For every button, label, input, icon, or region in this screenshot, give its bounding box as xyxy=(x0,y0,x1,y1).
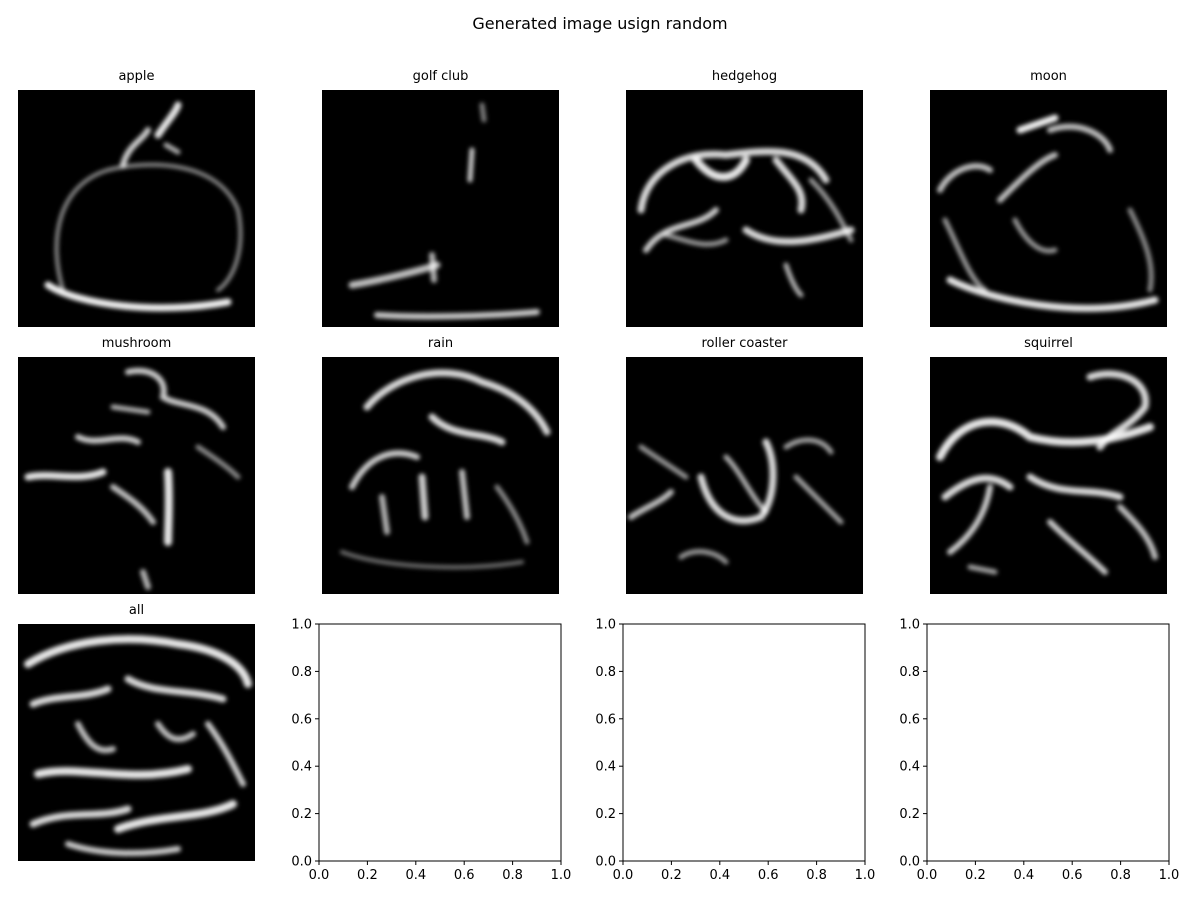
y-tick-label: 1.0 xyxy=(595,618,616,633)
panel-image-golf-club xyxy=(322,90,559,327)
y-tick-label: 0.0 xyxy=(595,855,616,870)
panel-title-mushroom: mushroom xyxy=(101,336,172,351)
x-tick-label: 1.0 xyxy=(551,868,572,883)
panel-image-mushroom xyxy=(18,357,255,594)
x-tick-label: 0.4 xyxy=(709,868,730,883)
y-tick-label: 0.0 xyxy=(291,855,312,870)
panel-title-squirrel: squirrel xyxy=(1024,336,1073,351)
x-tick-label: 0.0 xyxy=(613,868,634,883)
x-tick-label: 0.0 xyxy=(309,868,330,883)
y-tick-label: 0.4 xyxy=(899,760,920,775)
x-tick-label: 0.8 xyxy=(806,868,827,883)
axes-frame xyxy=(622,623,866,862)
y-tick-label: 0.8 xyxy=(899,665,920,680)
x-tick-label: 0.2 xyxy=(965,868,986,883)
axes-frame xyxy=(318,623,562,862)
x-tick-label: 0.8 xyxy=(1110,868,1131,883)
y-tick-label: 0.6 xyxy=(595,712,616,727)
panel-title-apple: apple xyxy=(118,69,155,84)
axes-frame xyxy=(926,623,1170,862)
y-tick-label: 0.8 xyxy=(291,665,312,680)
panel-image-squirrel xyxy=(930,357,1167,594)
y-tick-label: 0.2 xyxy=(291,807,312,822)
y-tick-label: 0.0 xyxy=(899,855,920,870)
panel-title-rain: rain xyxy=(427,336,454,351)
x-tick-label: 0.6 xyxy=(758,868,779,883)
x-tick-label: 1.0 xyxy=(855,868,876,883)
x-tick-label: 0.0 xyxy=(917,868,938,883)
x-tick-label: 0.4 xyxy=(1013,868,1034,883)
y-tick-label: 0.2 xyxy=(595,807,616,822)
panel-image-hedgehog xyxy=(626,90,863,327)
x-tick-label: 1.0 xyxy=(1159,868,1180,883)
x-tick-label: 0.4 xyxy=(405,868,426,883)
y-tick-label: 0.4 xyxy=(595,760,616,775)
y-tick-label: 1.0 xyxy=(899,618,920,633)
panel-image-all xyxy=(18,624,255,861)
panel-title-moon: moon xyxy=(1030,69,1067,84)
panel-image-apple xyxy=(18,90,255,327)
y-tick-label: 0.8 xyxy=(595,665,616,680)
x-tick-label: 0.8 xyxy=(502,868,523,883)
x-tick-label: 0.6 xyxy=(454,868,475,883)
panel-title-all: all xyxy=(128,603,145,618)
panel-image-roller-coaster xyxy=(626,357,863,594)
empty-axes-2: 0.0 0.2 0.4 0.6 0.8 1.0 0.0 0.2 0.4 0.6 0.8 1.0 xyxy=(594,616,884,900)
figure-title: Generated image usign random xyxy=(472,14,728,33)
empty-axes-1: 0.0 0.2 0.4 0.6 0.8 1.0 0.0 0.2 0.4 0.6 0.8 1.0 xyxy=(290,616,580,900)
panel-title-golf-club: golf club xyxy=(412,69,469,84)
y-tick-label: 0.4 xyxy=(291,760,312,775)
panel-title-hedgehog: hedgehog xyxy=(711,69,778,84)
y-tick-label: 0.6 xyxy=(899,712,920,727)
y-tick-label: 0.2 xyxy=(899,807,920,822)
x-tick-label: 0.6 xyxy=(1062,868,1083,883)
panel-image-rain xyxy=(322,357,559,594)
empty-axes-3: 0.0 0.2 0.4 0.6 0.8 1.0 0.0 0.2 0.4 0.6 0.8 1.0 xyxy=(898,616,1188,900)
y-tick-label: 1.0 xyxy=(291,618,312,633)
panel-title-roller-coaster: roller coaster xyxy=(701,336,788,351)
panel-image-moon xyxy=(930,90,1167,327)
y-tick-label: 0.6 xyxy=(291,712,312,727)
x-tick-label: 0.2 xyxy=(357,868,378,883)
x-tick-label: 0.2 xyxy=(661,868,682,883)
